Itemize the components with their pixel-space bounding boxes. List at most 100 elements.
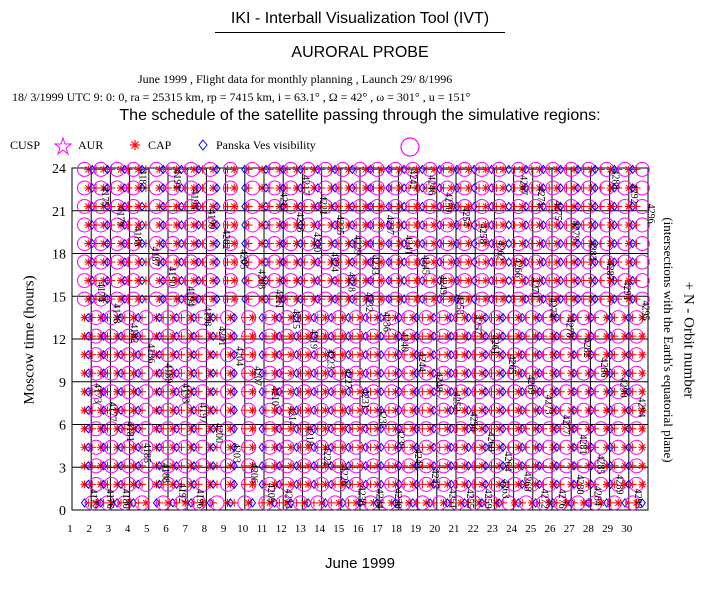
- cap-marker: [356, 350, 364, 359]
- visibility-marker: [535, 479, 544, 490]
- visibility-marker: [625, 405, 633, 416]
- visibility-marker: [557, 257, 565, 267]
- cusp-marker: [220, 310, 236, 326]
- visibility-marker: [487, 164, 496, 175]
- visibility-marker: [327, 386, 335, 397]
- flight-data-line: June 1999 , Flight data for monthly plan…: [138, 72, 453, 86]
- visibility-marker: [213, 257, 221, 267]
- visibility-marker: [159, 183, 167, 193]
- orbit-number-label: 4220: [311, 232, 322, 252]
- visibility-marker: [539, 201, 547, 212]
- orbit-number-label: 4179: [114, 206, 125, 226]
- x-tick-label: 21: [449, 523, 460, 535]
- visibility-marker: [348, 294, 356, 304]
- cap-marker: [638, 443, 647, 452]
- cap-marker: [129, 443, 138, 452]
- visibility-marker: [348, 257, 356, 267]
- visibility-marker: [625, 386, 633, 397]
- cap-marker: [189, 202, 198, 211]
- visibility-marker: [258, 349, 266, 360]
- visibility-marker: [314, 294, 322, 304]
- orbit-number-label: 4288: [610, 169, 621, 189]
- title-underline: [215, 32, 505, 33]
- cusp-marker: [471, 458, 487, 474]
- cusp-marker: [202, 161, 218, 177]
- cap-marker: [591, 369, 600, 378]
- visibility-marker: [279, 220, 287, 230]
- visibility-marker: [625, 349, 633, 360]
- cap-marker: [270, 387, 279, 396]
- cap-marker: [535, 295, 544, 304]
- orbit-number-label: 4237: [384, 215, 395, 235]
- visibility-marker: [377, 368, 385, 379]
- visibility-marker: [557, 294, 565, 304]
- visibility-marker: [487, 183, 496, 193]
- visibility-marker: [629, 294, 637, 304]
- cap-marker: [412, 295, 421, 304]
- orbit-number-label: 4260: [485, 432, 496, 452]
- cap-marker: [522, 369, 531, 378]
- visibility-marker: [103, 294, 112, 304]
- cap-marker: [492, 239, 501, 248]
- cusp-marker: [471, 439, 487, 455]
- visibility-marker: [117, 331, 125, 341]
- orbit-number-label: 4210: [269, 386, 280, 406]
- x-tick-label: 25: [525, 523, 537, 535]
- visibility-marker: [310, 460, 318, 471]
- visibility-marker: [213, 294, 221, 304]
- orbit-number-label: 4207: [252, 366, 263, 386]
- visibility-marker: [80, 498, 89, 508]
- cap-marker: [327, 295, 336, 304]
- orbit-number-label: 4259: [482, 489, 493, 509]
- visibility-marker: [159, 238, 167, 249]
- visibility-marker: [430, 423, 438, 434]
- visibility-marker: [159, 220, 167, 230]
- visibility-marker: [84, 386, 92, 397]
- visibility-marker: [447, 442, 455, 453]
- cap-marker: [492, 165, 501, 174]
- cap-marker: [632, 202, 641, 211]
- cap-marker: [522, 387, 531, 396]
- visibility-marker: [258, 386, 266, 397]
- legend-diamond-icon: [198, 139, 208, 151]
- cap-marker: [129, 480, 138, 489]
- visibility-marker: [606, 460, 615, 471]
- visibility-marker: [532, 498, 540, 508]
- orbit-number-label: 4266: [512, 258, 523, 278]
- cap-marker: [230, 183, 239, 192]
- cusp-marker: [183, 273, 199, 289]
- visibility-marker: [436, 164, 444, 175]
- orbit-number-label: 4258: [477, 224, 488, 244]
- visibility-marker: [606, 479, 615, 490]
- visibility-marker: [553, 479, 561, 490]
- cap-marker: [275, 295, 284, 304]
- cap-marker: [181, 165, 190, 174]
- cusp-marker: [220, 421, 236, 437]
- cap-marker: [366, 480, 375, 489]
- cusp-marker: [563, 291, 579, 307]
- visibility-marker: [522, 275, 530, 286]
- visibility-marker: [499, 386, 507, 397]
- visibility-marker: [453, 275, 461, 286]
- visibility-marker: [344, 460, 353, 471]
- visibility-marker: [100, 423, 108, 434]
- cusp-marker: [220, 365, 236, 381]
- x-tick-label: 11: [257, 523, 268, 535]
- visibility-marker: [366, 164, 375, 175]
- cap-marker: [92, 498, 100, 507]
- x-tick-label: 16: [353, 523, 365, 535]
- cap-marker: [107, 202, 116, 211]
- x-tick-label: 7: [182, 523, 188, 535]
- cap-marker: [366, 406, 375, 415]
- visibility-marker: [522, 220, 530, 230]
- cusp-marker: [580, 217, 596, 233]
- cap-marker: [181, 183, 190, 192]
- orbit-number-label: 4268: [521, 472, 532, 492]
- visibility-marker: [138, 257, 146, 267]
- visibility-marker: [385, 201, 393, 212]
- cap-marker: [400, 406, 409, 415]
- cusp-marker: [580, 254, 596, 270]
- visibility-marker: [464, 331, 473, 341]
- cap-marker: [522, 332, 531, 341]
- visibility-marker: [539, 238, 547, 249]
